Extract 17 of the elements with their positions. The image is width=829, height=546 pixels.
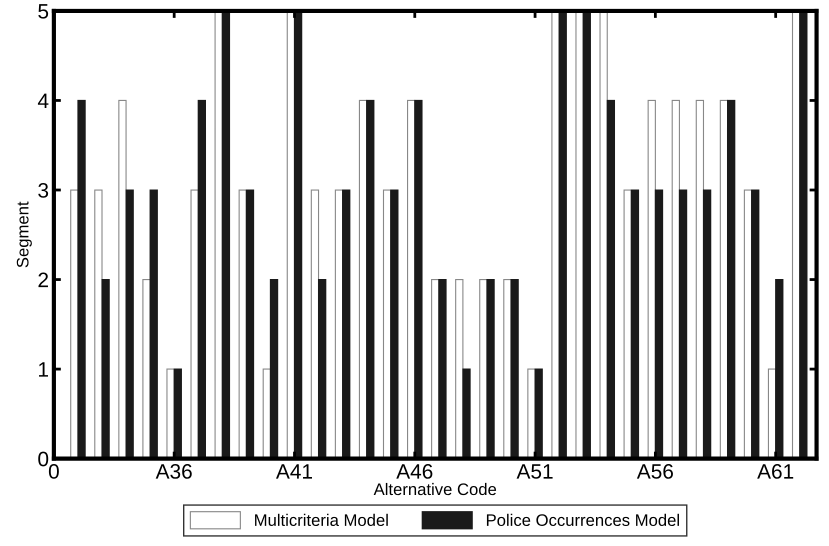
x-tick-label: 0 (48, 464, 59, 479)
x-axis-title: Alternative Code (374, 482, 496, 496)
y-tick-label: 3 (38, 183, 48, 198)
x-tick-label: A41 (276, 464, 312, 479)
x-tick-label: A36 (156, 464, 192, 479)
legend-label: Police Occurrences Model (486, 514, 679, 526)
y-tick-label: 5 (38, 4, 48, 19)
x-tick-label: A46 (396, 464, 432, 479)
x-tick-label: A61 (757, 464, 794, 479)
y-axis-title: Segment (16, 202, 32, 268)
y-tick-label: 4 (38, 94, 48, 108)
x-tick-label: A56 (636, 464, 673, 479)
legend-label: Multicriteria Model (255, 514, 388, 526)
y-tick-label: 1 (39, 362, 48, 377)
y-tick-label: 2 (38, 272, 48, 288)
x-tick-label: A51 (516, 464, 553, 479)
y-tick-label: 0 (38, 452, 48, 466)
